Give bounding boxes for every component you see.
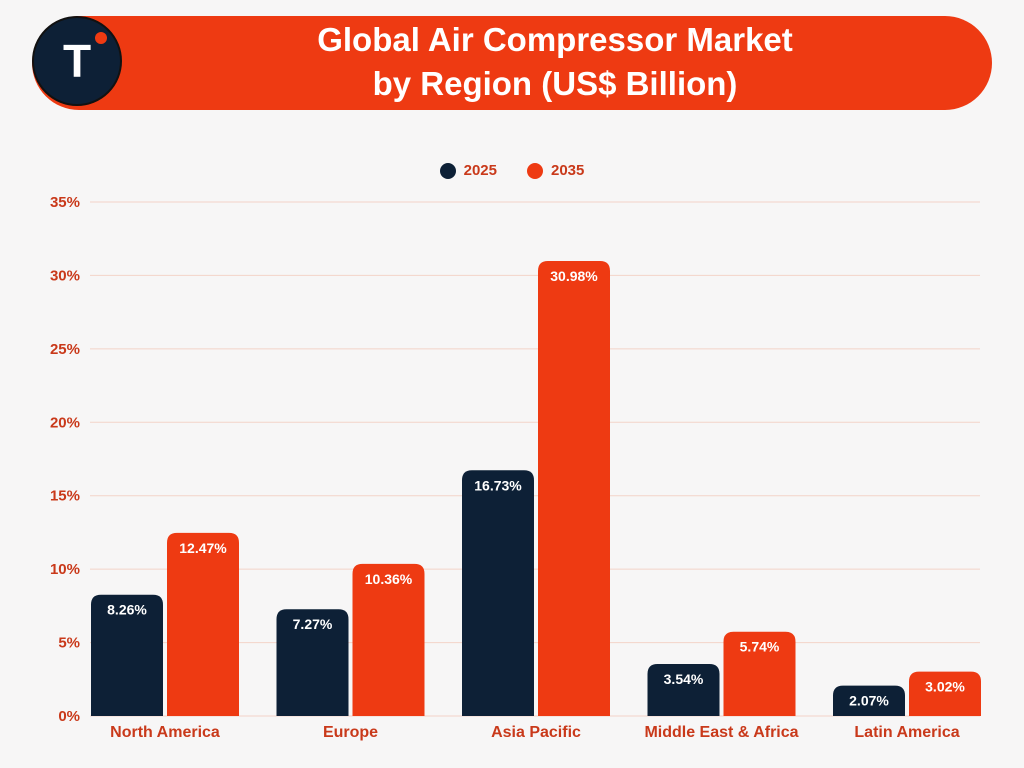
bar-2025 <box>91 594 163 716</box>
bar-2025 <box>276 609 349 716</box>
data-label: 12.47% <box>179 540 227 556</box>
x-tick-label: North America <box>110 724 220 741</box>
bar-2025 <box>647 664 720 716</box>
legend-swatch-2025 <box>439 162 456 179</box>
y-tick-label: 35% <box>50 194 80 211</box>
y-tick-label: 10% <box>50 561 80 578</box>
bar-2035 <box>167 532 239 716</box>
data-label: 10.36% <box>365 571 413 587</box>
bar-2025 <box>833 685 905 716</box>
legend-item-2035: 2035 <box>527 162 584 179</box>
bar-2035 <box>909 671 981 716</box>
data-label: 2.07% <box>849 693 889 709</box>
y-tick-label: 20% <box>50 414 80 431</box>
bar-2035 <box>723 631 796 716</box>
y-tick-label: 25% <box>50 341 80 358</box>
x-tick-label: Asia Pacific <box>491 724 581 741</box>
bar-2035 <box>538 261 610 716</box>
chart-title-line1: Global Air Compressor Market <box>317 21 793 58</box>
data-label: 30.98% <box>550 268 598 284</box>
data-label: 7.27% <box>293 616 333 632</box>
logo-dot-icon <box>95 32 107 44</box>
y-tick-label: 0% <box>58 708 80 725</box>
legend-swatch-2035 <box>527 162 543 179</box>
bar-2035 <box>352 563 425 716</box>
x-tick-label: Middle East & Africa <box>644 724 798 741</box>
data-label: 3.54% <box>664 671 704 687</box>
y-tick-label: 5% <box>58 635 80 652</box>
legend-item-2025: 2025 <box>439 162 497 179</box>
x-tick-label: Latin America <box>854 724 959 741</box>
legend-label-2025: 2025 <box>463 162 497 179</box>
title-banner <box>32 16 992 110</box>
logo-letter: T <box>62 35 92 87</box>
x-tick-label: Europe <box>323 724 378 741</box>
chart-legend: 2025 2035 <box>0 162 1024 179</box>
brand-logo: T <box>32 16 122 106</box>
y-tick-label: 15% <box>50 488 80 505</box>
data-label: 16.73% <box>474 477 522 493</box>
chart-title: Global Air Compressor Market by Region (… <box>130 18 980 106</box>
data-label: 8.26% <box>107 602 147 618</box>
bar-2025 <box>462 470 534 716</box>
y-tick-label: 30% <box>50 267 80 284</box>
chart-title-line2: by Region (US$ Billion) <box>372 65 738 102</box>
data-label: 3.02% <box>925 679 965 695</box>
data-label: 5.74% <box>740 639 780 655</box>
legend-label-2035: 2035 <box>551 162 585 179</box>
